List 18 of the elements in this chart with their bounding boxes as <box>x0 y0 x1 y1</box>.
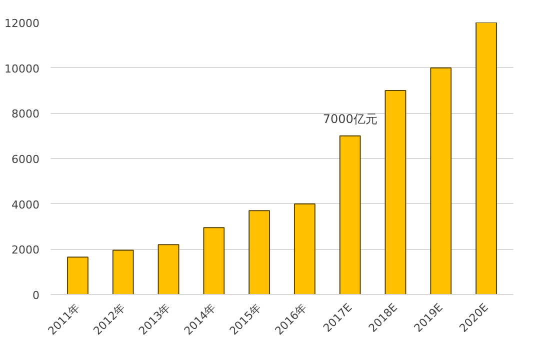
y-tick-label: 6000 <box>12 153 40 166</box>
bar <box>67 256 88 294</box>
y-tick-label: 8000 <box>12 108 40 121</box>
y-tick-label: 12000 <box>4 17 40 30</box>
bar <box>384 90 406 294</box>
bar <box>203 227 225 294</box>
bar <box>112 250 134 294</box>
bar <box>248 210 270 294</box>
bar <box>294 203 316 294</box>
bar <box>476 22 497 294</box>
bar <box>339 135 361 294</box>
bar <box>430 67 452 294</box>
y-tick-label: 0 <box>32 289 40 302</box>
bar <box>158 244 180 294</box>
y-tick-label: 2000 <box>12 244 40 257</box>
y-tick-label: 10000 <box>4 62 40 76</box>
annotation: 7000亿元 <box>322 112 378 126</box>
y-tick-label: 4000 <box>12 198 40 212</box>
